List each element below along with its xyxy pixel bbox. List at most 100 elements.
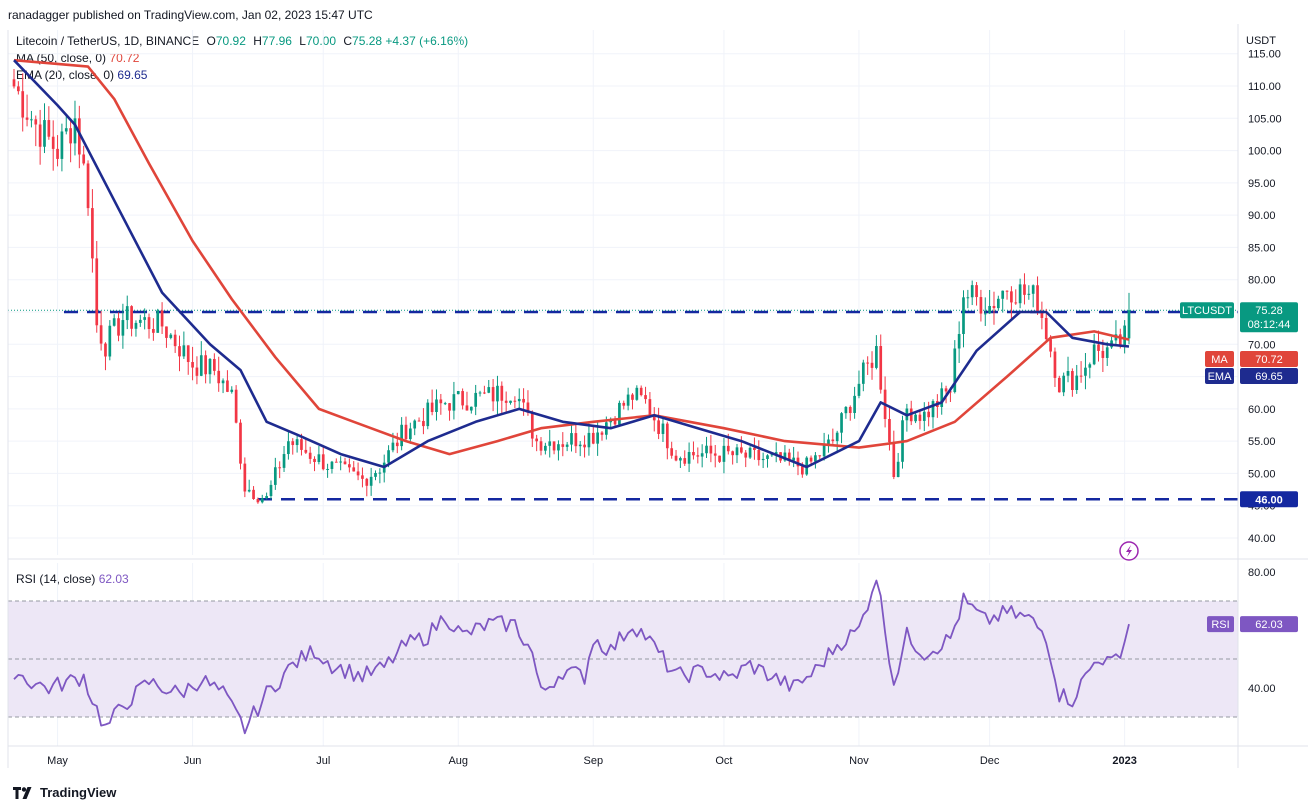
candlestick[interactable] [875,335,878,370]
candlestick[interactable] [1079,361,1083,383]
candlestick[interactable] [774,442,778,463]
candlestick[interactable] [1084,352,1087,390]
candlestick[interactable] [317,446,321,465]
candlestick[interactable] [273,457,277,490]
candlestick[interactable] [1071,368,1074,397]
candlestick[interactable] [95,240,99,333]
tradingview-logo[interactable]: TradingView [12,785,116,800]
candlestick[interactable] [822,432,826,461]
candlestick[interactable] [992,291,996,325]
candlestick[interactable] [1123,320,1126,354]
candlestick[interactable] [243,457,247,498]
rsi-line[interactable] [13,579,1130,735]
candlestick[interactable] [439,393,443,415]
candlestick[interactable] [1127,292,1131,345]
candlestick[interactable] [983,297,987,326]
candlestick[interactable] [339,456,343,471]
candlestick[interactable] [892,430,896,480]
candlestick[interactable] [744,450,748,468]
ema-20-line[interactable] [13,59,1130,469]
candlestick[interactable] [247,479,251,493]
candlestick[interactable] [966,289,970,309]
candlestick[interactable] [600,431,604,441]
candlestick[interactable] [365,477,369,497]
candlestick[interactable] [160,302,164,334]
candlestick[interactable] [64,114,68,135]
candlestick[interactable] [269,480,273,500]
candlestick[interactable] [713,445,717,468]
candlestick[interactable] [840,412,843,444]
candlestick[interactable] [378,468,382,484]
candlestick[interactable] [761,452,765,469]
candlestick[interactable] [191,346,194,381]
candlestick[interactable] [1023,273,1026,305]
candlestick[interactable] [287,432,290,460]
candlestick[interactable] [474,384,478,416]
candlestick[interactable] [918,410,922,430]
candlestick[interactable] [618,400,621,427]
candlestick[interactable] [827,434,830,453]
candlestick[interactable] [304,439,308,455]
candlestick[interactable] [1027,285,1031,300]
candlestick[interactable] [1053,347,1057,387]
candlestick[interactable] [426,399,430,430]
candlestick[interactable] [687,442,691,473]
candlestick[interactable] [635,385,639,401]
candlestick[interactable] [47,106,51,140]
candlestick[interactable] [979,289,983,322]
candlestick[interactable] [517,388,521,410]
candlestick[interactable] [199,341,203,377]
candlestick[interactable] [818,455,822,459]
candlestick[interactable] [173,329,177,353]
candlestick[interactable] [226,370,229,393]
candlestick[interactable] [278,461,282,479]
rsi-legend[interactable]: RSI (14, close) 62.03 [16,572,129,586]
candlestick[interactable] [1088,362,1092,379]
candlestick[interactable] [404,416,408,441]
candlestick[interactable] [1097,330,1100,362]
candlestick[interactable] [587,423,591,456]
candlestick[interactable] [69,119,72,163]
last-price-tag[interactable]: LTCUSDT 75.28 08:12:44 [1180,302,1298,333]
candlestick[interactable] [165,326,168,348]
candlestick[interactable] [456,390,460,395]
candlestick[interactable] [478,390,482,397]
candlestick[interactable] [382,454,386,483]
level-price-tag[interactable]: 46.00 [1240,491,1298,508]
candlestick[interactable] [500,381,504,413]
candlestick[interactable] [43,103,46,154]
candlestick[interactable] [1044,308,1048,343]
candlestick[interactable] [86,160,90,216]
candlestick[interactable] [348,458,351,473]
ma-50-line[interactable] [13,58,1130,456]
candlestick[interactable] [395,432,399,454]
candlestick[interactable] [940,382,944,415]
candlestick[interactable] [539,437,543,456]
candlestick[interactable] [178,335,181,372]
candlestick[interactable] [722,438,726,474]
symbol-title[interactable]: Litecoin / TetherUS, 1D, BINANCE [16,34,200,48]
candlestick[interactable] [152,318,155,341]
candlestick[interactable] [169,333,173,340]
candlestick[interactable] [574,422,578,454]
candlestick[interactable] [17,81,20,95]
candlestick[interactable] [1066,356,1070,383]
candlestick[interactable] [413,419,417,436]
candlestick[interactable] [670,441,674,459]
candlestick[interactable] [374,470,377,481]
candlestick[interactable] [557,440,560,461]
candlestick[interactable] [1040,301,1044,330]
candlestick[interactable] [988,290,991,314]
candlestick[interactable] [60,123,64,172]
candlestick[interactable] [448,402,451,421]
candlestick[interactable] [870,351,874,380]
lightning-icon[interactable] [1119,541,1139,561]
candlestick[interactable] [77,105,81,169]
candlestick[interactable] [883,376,887,428]
candlestick[interactable] [748,446,752,460]
candlestick[interactable] [369,467,373,496]
candlestick[interactable] [626,387,630,411]
candlestick[interactable] [217,356,221,392]
candlestick[interactable] [705,436,708,458]
candlestick[interactable] [718,455,721,463]
